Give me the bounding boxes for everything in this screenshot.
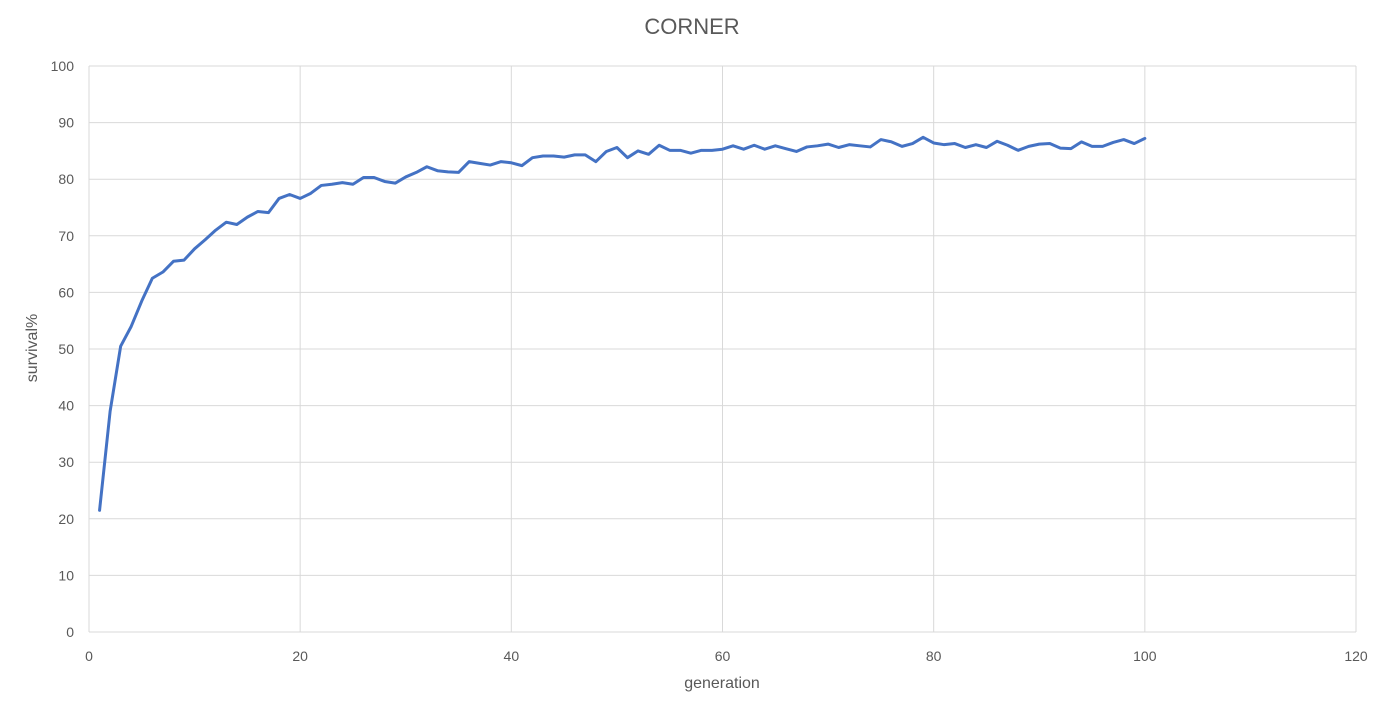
x-axis-label: generation — [684, 675, 760, 692]
y-tick-label: 90 — [58, 115, 74, 131]
x-tick-label: 80 — [926, 648, 942, 664]
y-axis-ticks: 0 10 20 30 40 50 60 70 80 90 100 — [51, 58, 75, 640]
x-tick-label: 60 — [715, 648, 731, 664]
x-tick-label: 0 — [85, 648, 93, 664]
x-tick-label: 40 — [504, 648, 520, 664]
x-axis-ticks: 0 20 40 60 80 100 120 — [85, 648, 1368, 664]
y-tick-label: 30 — [58, 454, 74, 470]
x-tick-label: 20 — [292, 648, 308, 664]
y-tick-label: 100 — [51, 58, 75, 74]
y-tick-label: 10 — [58, 567, 74, 583]
y-tick-label: 80 — [58, 171, 74, 187]
y-tick-label: 0 — [66, 624, 74, 640]
chart-title: CORNER — [644, 14, 739, 39]
x-tick-label: 100 — [1133, 648, 1157, 664]
series-layer — [98, 135, 1147, 512]
y-axis-label: survival% — [24, 314, 41, 382]
gridlines — [88, 65, 1357, 633]
y-tick-label: 70 — [58, 228, 74, 244]
y-tick-label: 50 — [58, 341, 74, 357]
y-tick-label: 20 — [58, 511, 74, 527]
series-line — [98, 135, 1147, 512]
y-tick-label: 60 — [58, 284, 74, 300]
x-tick-label: 120 — [1344, 648, 1368, 664]
y-tick-label: 40 — [58, 398, 74, 414]
